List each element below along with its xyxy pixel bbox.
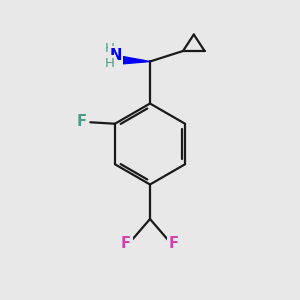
Text: F: F	[121, 236, 131, 251]
Text: H: H	[105, 42, 114, 55]
Text: F: F	[77, 113, 87, 128]
Text: N: N	[109, 48, 122, 63]
Text: F: F	[169, 236, 179, 251]
Text: H: H	[105, 57, 114, 70]
Polygon shape	[118, 56, 150, 64]
